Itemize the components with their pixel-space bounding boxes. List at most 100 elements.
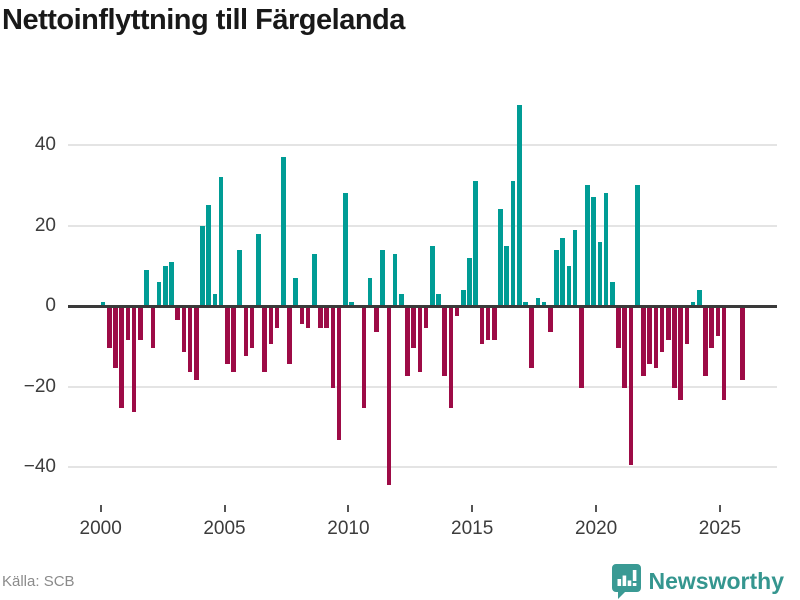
bar-2000Q4 — [119, 307, 125, 409]
bar-2003Q1 — [175, 307, 180, 320]
y-axis-label-20: 20 — [34, 214, 56, 236]
source-label: Källa: SCB — [2, 573, 75, 590]
bar-2021Q4 — [641, 307, 646, 376]
bar-2022Q4 — [665, 307, 671, 340]
bar-2000Q3 — [113, 307, 118, 368]
bar-2005Q1 — [225, 307, 230, 364]
bar-2024Q2 — [703, 307, 708, 376]
bar-2003Q2 — [181, 307, 187, 352]
bar-2024Q3 — [709, 307, 715, 348]
bar-2013Q3 — [436, 293, 441, 306]
bar-2016Q4 — [516, 104, 522, 306]
bar-2017Q2 — [529, 307, 534, 368]
bar-2016Q3 — [510, 181, 516, 306]
bar-2006Q1 — [249, 307, 255, 348]
bar-2025Q4 — [740, 307, 746, 380]
bar-2017Q1 — [523, 302, 528, 306]
gridline-y20 — [68, 224, 777, 227]
y-axis-label-−20: −20 — [23, 375, 56, 397]
bar-2004Q3 — [212, 293, 218, 306]
chart-title: Nettoinflyttning till Färgelanda — [2, 4, 405, 36]
bar-2019Q1 — [572, 229, 578, 306]
bar-2018Q2 — [554, 249, 559, 306]
bar-2014Q2 — [454, 307, 460, 316]
bar-2020Q3 — [610, 281, 615, 307]
bar-2015Q2 — [479, 307, 485, 344]
bar-2010Q4 — [367, 277, 373, 306]
bar-2017Q3 — [535, 297, 541, 306]
bar-2013Q2 — [429, 245, 435, 306]
bar-2018Q3 — [560, 237, 565, 306]
bar-2025Q1 — [721, 307, 727, 401]
newsworthy-logo: Newsworthy — [611, 563, 784, 599]
bar-2006Q3 — [262, 307, 267, 372]
bar-2023Q4 — [690, 302, 696, 306]
bar-2019Q2 — [579, 307, 584, 388]
x-axis-tick-2005 — [223, 505, 226, 512]
bar-2015Q1 — [473, 181, 479, 306]
bar-2010Q1 — [349, 302, 354, 306]
bar-2021Q1 — [622, 307, 628, 388]
bar-2016Q2 — [504, 245, 510, 306]
bar-2004Q2 — [206, 205, 212, 306]
bar-2002Q2 — [156, 281, 162, 307]
bar-2021Q3 — [634, 185, 640, 307]
bar-2019Q3 — [585, 185, 590, 307]
gridline-y40 — [68, 144, 777, 146]
bar-2008Q4 — [318, 307, 323, 328]
x-axis-label-2020: 2020 — [574, 518, 618, 539]
brand-name: Newsworthy — [648, 567, 784, 594]
bar-2004Q1 — [200, 225, 205, 306]
bar-2008Q2 — [305, 307, 311, 328]
bar-2014Q3 — [461, 289, 466, 306]
bar-2009Q4 — [343, 193, 348, 306]
bar-2012Q1 — [398, 293, 404, 306]
bar-2005Q2 — [231, 307, 236, 372]
bar-2012Q3 — [411, 307, 416, 348]
x-axis-tick-2025 — [718, 505, 721, 512]
bar-2020Q1 — [597, 241, 603, 306]
bar-2001Q3 — [138, 307, 143, 340]
bar-2022Q2 — [653, 307, 659, 368]
bar-2020Q2 — [603, 193, 609, 306]
bar-2003Q3 — [187, 307, 193, 372]
x-axis-label-2015: 2015 — [451, 518, 494, 539]
y-axis-label-−40: −40 — [23, 456, 56, 477]
bar-2009Q2 — [330, 307, 336, 388]
bar-2005Q4 — [243, 307, 249, 356]
bar-2011Q1 — [374, 307, 379, 332]
bar-2012Q4 — [417, 307, 423, 372]
gridline-y-40 — [68, 466, 777, 468]
bar-2014Q4 — [467, 257, 472, 306]
bar-2007Q4 — [293, 277, 298, 306]
bar-2015Q4 — [492, 307, 497, 340]
bar-2006Q2 — [256, 233, 261, 307]
bar-2002Q4 — [169, 261, 174, 306]
bar-2022Q3 — [659, 307, 665, 352]
newsworthy-badge-icon — [611, 564, 641, 599]
bar-2004Q4 — [218, 177, 224, 306]
bar-2006Q4 — [268, 307, 274, 344]
bar-2001Q4 — [144, 269, 149, 306]
x-axis-label-2005: 2005 — [203, 518, 246, 539]
zero-axis-line — [68, 305, 777, 308]
bar-2001Q2 — [131, 307, 137, 413]
bar-2002Q1 — [150, 307, 156, 348]
bar-2009Q1 — [324, 307, 330, 328]
bar-2000Q1 — [100, 302, 106, 306]
bar-2020Q4 — [616, 307, 621, 348]
bar-2022Q1 — [647, 307, 652, 364]
bar-2016Q1 — [498, 209, 503, 306]
bar-2019Q4 — [591, 197, 597, 306]
bar-2011Q4 — [392, 253, 398, 306]
plot-area: 40 20 0 −20 −40 2000 2005 2010 2015 2020 2025 — [23, 104, 777, 539]
bar-2018Q1 — [547, 307, 553, 332]
bar-2001Q1 — [125, 307, 131, 340]
bar-2007Q2 — [280, 157, 286, 306]
bar-2008Q1 — [299, 307, 305, 324]
bar-2024Q4 — [715, 307, 721, 336]
gridline-y-20 — [68, 385, 777, 388]
x-axis-tick-2010 — [347, 505, 350, 512]
x-axis-label-2010: 2010 — [327, 518, 370, 539]
